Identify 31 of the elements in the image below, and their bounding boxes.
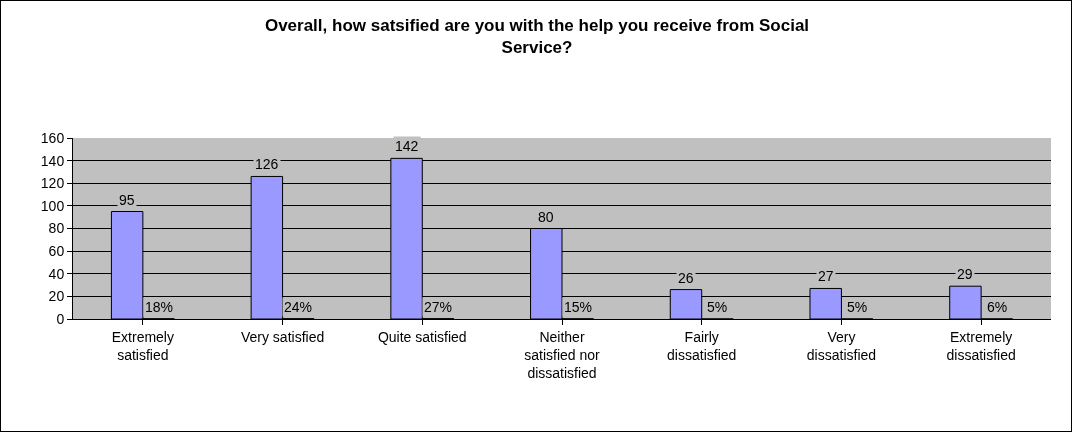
x-tick-label: Extremely dissatisfied [946, 328, 1016, 363]
x-tick-label: Very satisfied [240, 328, 325, 345]
x-tick-label: Neither satisfied nor dissatisfied [524, 328, 601, 382]
y-tick-label: 140 [40, 152, 65, 169]
y-tick-label: 60 [48, 243, 65, 260]
data-label: 142 [395, 138, 419, 154]
x-tick-label: Extremely satisfied [111, 328, 174, 363]
data-label: 80 [538, 209, 554, 225]
y-tick-label: 20 [48, 288, 65, 305]
y-tick-label: 120 [40, 175, 65, 192]
data-label: 5% [707, 299, 728, 315]
data-label: 27 [818, 268, 834, 284]
y-tick-label: 160 [40, 129, 65, 146]
data-label: 24% [284, 299, 313, 315]
x-tick-label: Quite satisfied [377, 328, 467, 345]
data-label: 95 [119, 192, 135, 208]
y-tick-label: 100 [40, 197, 65, 214]
data-label: 18% [145, 299, 174, 315]
y-tick-label: 40 [48, 265, 65, 282]
chart-title: Overall, how satsified are you with the help you receive from Social Service? [264, 16, 810, 58]
data-label: 27% [424, 299, 453, 315]
data-label: 26 [678, 270, 694, 286]
data-label: 6% [987, 299, 1008, 315]
y-tick-label: 80 [48, 220, 65, 237]
y-tick-label: 0 [56, 310, 65, 327]
data-label: 5% [847, 299, 868, 315]
x-tick-label: Fairly dissatisfied [667, 328, 737, 363]
data-label: 15% [564, 299, 593, 315]
x-tick-label: Very dissatisfied [806, 328, 877, 363]
data-label: 29 [957, 266, 973, 282]
data-label: 126 [255, 156, 279, 172]
